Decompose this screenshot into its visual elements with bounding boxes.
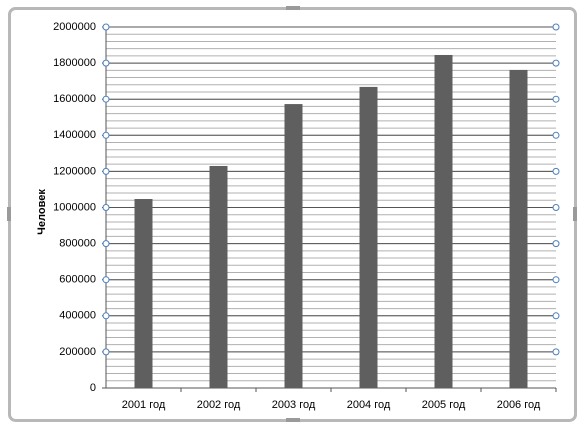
y-tick-label: 600000 [59, 274, 96, 286]
selection-handle[interactable] [552, 348, 560, 356]
bar [284, 104, 303, 389]
y-tick-label: 1000000 [53, 201, 96, 213]
selection-handle[interactable] [552, 95, 560, 103]
resize-handle[interactable] [286, 418, 300, 422]
selection-handle[interactable] [552, 167, 560, 175]
y-tick-label: 1200000 [53, 165, 96, 177]
x-tick-label: 2001 год [122, 399, 166, 411]
selection-handle[interactable] [552, 59, 560, 67]
y-tick-label: 1800000 [53, 57, 96, 69]
selection-handle[interactable] [552, 312, 560, 320]
selection-handle[interactable] [102, 240, 110, 248]
y-tick-label: 0 [90, 382, 96, 394]
selection-handle[interactable] [552, 131, 560, 139]
resize-handle[interactable] [286, 6, 300, 10]
selection-handle[interactable] [102, 95, 110, 103]
selection-handle[interactable] [102, 276, 110, 284]
bar [509, 69, 528, 389]
y-tick-label: 1400000 [53, 129, 96, 141]
x-tick-label: 2006 год [497, 399, 541, 411]
selection-handle[interactable] [102, 59, 110, 67]
selection-handle[interactable] [102, 23, 110, 31]
y-axis-title: Человек [36, 189, 48, 235]
x-tick-label: 2004 год [347, 399, 391, 411]
bar [134, 199, 153, 388]
x-tick-label: 2003 год [272, 399, 316, 411]
selection-handle[interactable] [102, 167, 110, 175]
selection-handle[interactable] [102, 312, 110, 320]
resize-handle[interactable] [573, 207, 577, 221]
selection-handle[interactable] [552, 276, 560, 284]
y-tick-label: 800000 [59, 238, 96, 250]
bar [359, 86, 378, 389]
y-tick-label: 200000 [59, 346, 96, 358]
y-tick-label: 2000000 [53, 21, 96, 33]
x-tick-label: 2005 год [422, 399, 466, 411]
y-tick-label: 1600000 [53, 93, 96, 105]
selection-handle[interactable] [102, 204, 110, 211]
y-tick-label: 400000 [59, 310, 96, 322]
bar [209, 165, 228, 388]
selection-handle[interactable] [102, 348, 110, 356]
selection-handle[interactable] [552, 204, 560, 211]
bar [434, 54, 453, 388]
resize-handle[interactable] [7, 207, 11, 221]
selection-handle[interactable] [102, 131, 110, 139]
selection-handle[interactable] [552, 240, 560, 248]
selection-handle[interactable] [552, 23, 560, 31]
x-tick-label: 2002 год [197, 399, 241, 411]
